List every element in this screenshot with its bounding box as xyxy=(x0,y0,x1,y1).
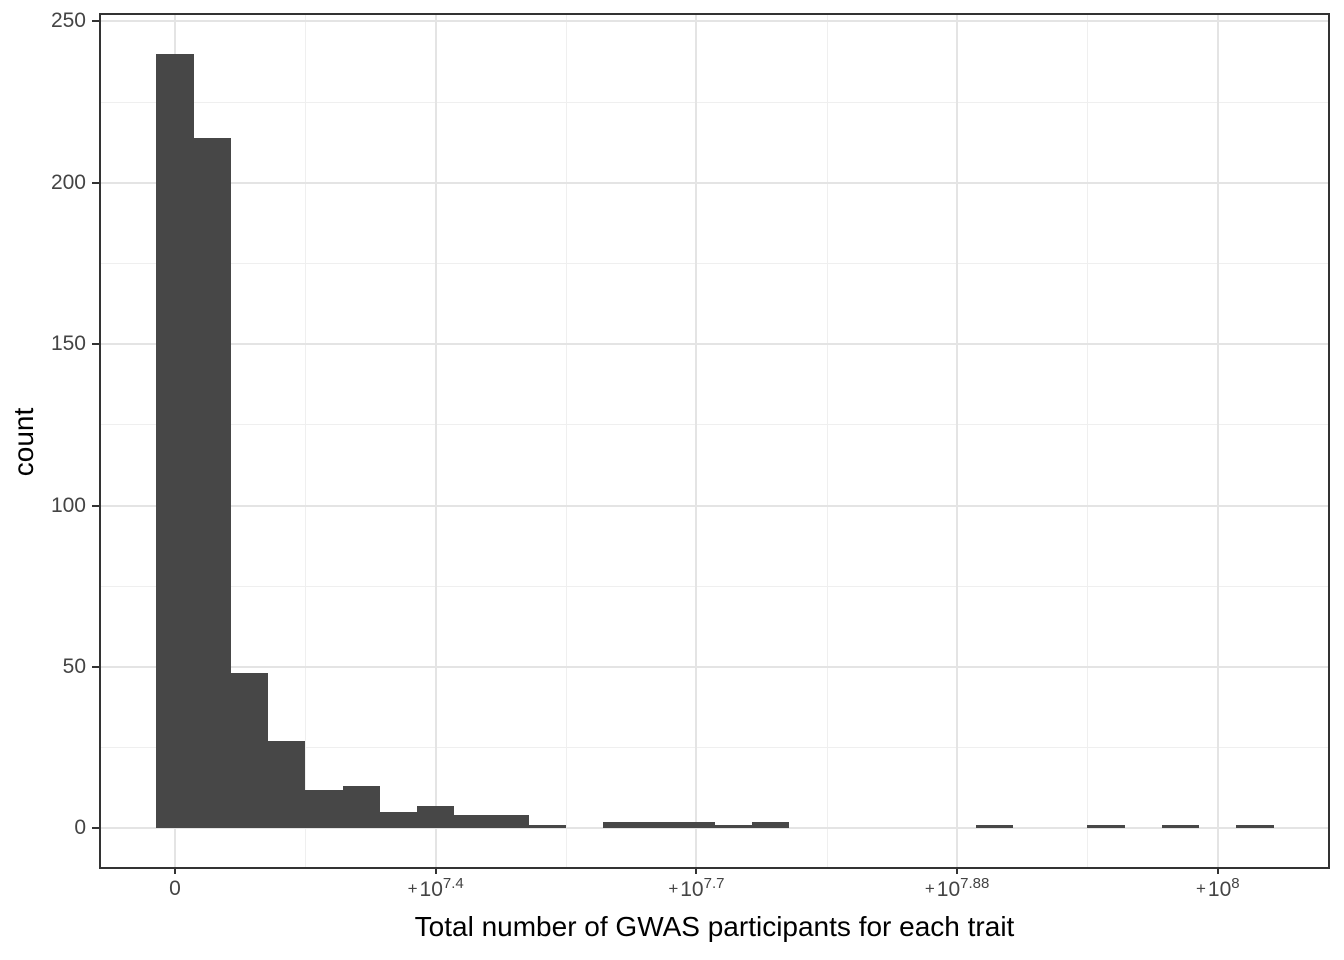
histogram-bar xyxy=(528,825,567,829)
plot-panel xyxy=(101,15,1328,867)
histogram-bar xyxy=(640,821,678,829)
gridline-major-y xyxy=(101,665,1328,668)
gridline-minor-x xyxy=(305,15,307,867)
gridline-minor-x xyxy=(566,15,568,867)
tick-exponent: 7.4 xyxy=(442,875,464,892)
histogram-bar xyxy=(975,825,1013,829)
gridline-minor-y xyxy=(101,101,1328,103)
histogram-bar xyxy=(603,821,641,829)
plus-sign: + xyxy=(924,879,937,898)
gridline-minor-y xyxy=(101,263,1328,264)
histogram-bar xyxy=(454,815,492,829)
y-tick-label: 100 xyxy=(50,493,86,517)
histogram-bar xyxy=(715,825,753,829)
gridline-major-x xyxy=(434,15,437,867)
y-tick-label: 150 xyxy=(50,332,86,356)
y-tick-label: 0 xyxy=(74,816,86,840)
histogram-bar xyxy=(156,53,194,829)
histogram-bar xyxy=(379,812,418,829)
y-tick-label: 50 xyxy=(62,654,86,678)
x-tick-mark xyxy=(956,867,959,874)
x-tick-mark xyxy=(174,867,176,874)
y-tick-mark xyxy=(92,504,99,507)
histogram-bar xyxy=(1161,825,1200,829)
histogram-bar xyxy=(342,786,380,829)
gridline-major-y xyxy=(101,504,1328,507)
gridline-minor-y xyxy=(101,424,1328,426)
gridline-major-y xyxy=(101,20,1328,23)
x-tick-label: +107.88 xyxy=(867,875,1047,909)
y-tick-mark xyxy=(92,665,99,668)
y-tick-mark xyxy=(92,20,99,23)
gridline-major-x xyxy=(1216,15,1219,867)
y-tick-label: 200 xyxy=(50,170,86,194)
tick-base: 10 xyxy=(419,878,443,901)
tick-exponent: 7.7 xyxy=(703,875,725,892)
gridline-minor-y xyxy=(101,747,1328,749)
histogram-bar xyxy=(1087,825,1125,829)
y-tick-label: 250 xyxy=(50,9,86,33)
x-tick-label: +108 xyxy=(1128,875,1308,909)
histogram-bar xyxy=(752,821,790,829)
gridline-major-x xyxy=(956,15,959,867)
x-tick-label: +107.7 xyxy=(606,875,786,909)
y-tick-mark xyxy=(92,343,99,346)
gridline-minor-x xyxy=(1087,15,1089,867)
gridline-major-y xyxy=(101,827,1328,830)
histogram-bar xyxy=(305,789,343,829)
x-tick-mark xyxy=(695,867,698,874)
tick-exponent: 8 xyxy=(1231,875,1240,892)
y-tick-mark xyxy=(92,827,99,830)
x-tick-mark xyxy=(1216,867,1219,874)
plus-sign: + xyxy=(407,879,420,898)
gridline-major-y xyxy=(101,343,1328,346)
plus-sign: + xyxy=(1195,879,1208,898)
gridline-minor-x xyxy=(826,15,828,867)
tick-exponent: 7.88 xyxy=(960,875,990,892)
histogram-bar xyxy=(230,673,269,829)
gridline-major-x xyxy=(695,15,698,867)
histogram-bar xyxy=(1236,825,1274,829)
x-tick-label: 0 xyxy=(169,877,181,900)
histogram-bar xyxy=(268,741,306,829)
plus-sign: + xyxy=(668,879,681,898)
gridline-major-y xyxy=(101,181,1328,184)
histogram-bar xyxy=(677,821,715,829)
tick-base: 10 xyxy=(1207,878,1232,901)
x-tick-mark xyxy=(434,867,437,874)
gridline-minor-y xyxy=(101,585,1328,587)
histogram-bar xyxy=(491,815,529,829)
histogram-bar xyxy=(193,137,231,829)
x-tick-label: +107.4 xyxy=(346,875,526,909)
tick-base: 10 xyxy=(680,878,704,901)
tick-base: 10 xyxy=(936,878,961,901)
y-tick-mark xyxy=(92,181,99,184)
x-axis-title: Total number of GWAS participants for ea… xyxy=(414,911,1015,942)
histogram-bar xyxy=(417,805,455,829)
